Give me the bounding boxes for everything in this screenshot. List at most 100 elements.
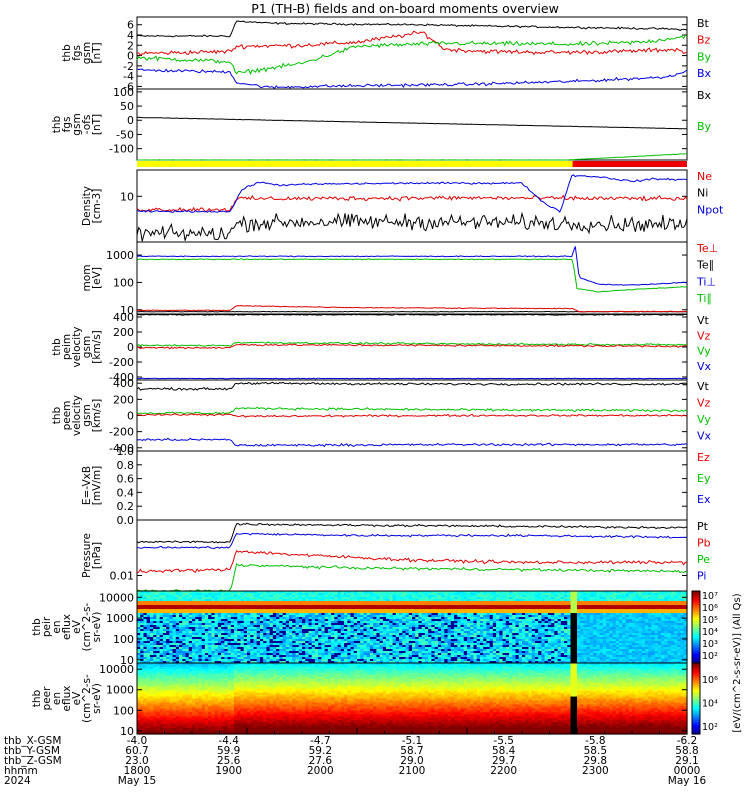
ylabel-line: thb — [51, 406, 63, 424]
ylabel-line: peer — [41, 686, 53, 711]
ylabel-line: thb — [31, 618, 43, 636]
ytick-label-peem: -400 — [109, 442, 134, 455]
legend-pressure: Pb — [697, 537, 711, 550]
ylabel-line: Density — [81, 186, 93, 226]
ytick-label-peim: 400 — [113, 311, 134, 324]
ylabel-line: [cm-3] — [91, 189, 103, 224]
ytick-label-peim: 0 — [127, 341, 134, 354]
colorbar-label: 10⁶ — [702, 675, 718, 686]
legend-fgs: By — [697, 50, 712, 63]
xaxis-row-label: hhmm — [4, 765, 38, 777]
legend-density: Npot — [697, 203, 724, 216]
ylabel-line: en — [51, 620, 63, 633]
ytick-label-peer: 1000 — [106, 684, 134, 697]
ytick-label-peir: 100 — [113, 633, 134, 646]
xaxis-tick-label: 29.7 — [492, 755, 515, 767]
ylabel-line: en — [51, 692, 63, 705]
series-density-Npot — [136, 174, 688, 213]
colorbar-1: 10⁶ 10⁴ 10² — [691, 662, 718, 735]
xaxis-tick-label: 58.4 — [492, 745, 516, 757]
xaxis-tick-label: 27.6 — [309, 755, 333, 767]
ylabel-line: gsm — [81, 336, 93, 358]
legend-pressure: Pe — [697, 553, 710, 566]
series-peim-Vt — [136, 313, 688, 316]
ytick-label-fgs: -6 — [123, 80, 134, 93]
ylabel-moments: mom[eV] — [81, 265, 103, 292]
panel-frame-moments — [136, 241, 688, 315]
ylabel-line: eflux — [61, 614, 73, 640]
colorbar-label: 10² — [702, 651, 718, 662]
colorbar-label: 10⁴ — [702, 698, 718, 709]
ylabel-line: thb — [31, 689, 43, 707]
ytick-label-peem: 0 — [127, 410, 134, 423]
ylabel-line: eV — [71, 691, 83, 705]
xaxis-tick-label: 2300 — [582, 765, 609, 777]
ytick-label-peir: 10000 — [99, 591, 134, 604]
xaxis-tick-label: -5.8 — [585, 735, 606, 747]
ytick-label-peer: 100 — [113, 704, 134, 717]
ylabel-line: thb — [61, 44, 73, 62]
series-fgs-Bx — [136, 68, 688, 90]
legend-moments: Te⊥ — [696, 242, 718, 255]
ylabel-line: gsm — [81, 42, 93, 64]
ylabel-line: [km/s] — [91, 399, 103, 433]
xaxis-tick-label: 59.9 — [217, 745, 240, 757]
ytick-label-efield: 0.2 — [117, 500, 135, 513]
ytick-label-fgs_ofs: -100 — [109, 143, 134, 156]
xaxis-row-label: thb_X-GSM — [4, 735, 61, 747]
panel-density: 10 Density[cm-3] Ne Ni Npot — [81, 169, 724, 243]
ylabel-line: [nPa] — [91, 542, 103, 569]
ytick-label-pressure: 0.01 — [110, 570, 135, 583]
ytick-label-peir: 1000 — [106, 612, 134, 625]
xaxis-tick-label: 29.1 — [675, 755, 698, 767]
ytick-label-efield: 1.0 — [117, 445, 135, 458]
colorbar-label: 10³ — [702, 639, 718, 650]
heatmap-peer — [137, 663, 688, 735]
series-fgs_ofs-By — [137, 153, 688, 161]
panel-frame-fgs_ofs — [136, 88, 688, 161]
ytick-label-density: 10 — [120, 190, 134, 203]
panel-pressure: 0.01 Pressure[nPa] Pt Pb Pe Pi — [81, 519, 711, 592]
xaxis-row-label: 2024 — [4, 775, 31, 787]
chart-title: P1 (TH-B) fields and on-board moments ov… — [251, 1, 559, 16]
ytick-label-efield: 0.8 — [117, 459, 135, 472]
ytick-label-peem: 200 — [113, 393, 134, 406]
ylabel-line: thb — [51, 338, 63, 356]
xaxis-tick-label: 25.6 — [217, 755, 241, 767]
series-moments-Ti∥ — [136, 258, 688, 293]
ylabel-density: Density[cm-3] — [81, 186, 103, 226]
colorbar-frame — [691, 662, 701, 735]
xaxis-tick-label: 2100 — [399, 765, 426, 777]
series-pressure-Pi — [136, 532, 688, 550]
ytick-label-fgs: -4 — [123, 70, 134, 83]
legend-efield: Ey — [697, 472, 711, 485]
ylabel-line: [nT] — [91, 42, 103, 63]
xaxis-row-label: thb_Y-GSM — [4, 745, 60, 757]
legend-peim: Vt — [697, 314, 710, 327]
xaxis-tick-label: 23.0 — [125, 755, 148, 767]
xaxis-tick-label: 0000 — [674, 765, 701, 777]
legend-moments: Ti∥ — [696, 292, 712, 305]
legend-density: Ni — [697, 187, 708, 200]
series-density-Ni — [136, 211, 688, 242]
xaxis-tick-label: -5.5 — [493, 735, 514, 747]
ytick-label-efield: 0.6 — [117, 473, 135, 486]
ylabel-line: (cm^2-s- — [81, 602, 93, 651]
ylabel-line: -ofs — [81, 115, 93, 135]
ylabel-line: peem — [61, 401, 73, 431]
xaxis-tick-label: -6.2 — [677, 735, 698, 747]
ylabel-line: E=-VxB — [81, 466, 93, 505]
ylabel-line: gsm — [81, 404, 93, 426]
series-fgs_ofs-Bx — [136, 116, 688, 130]
xaxis-tick-label: May 16 — [668, 775, 707, 787]
ytick-label-peer: 10 — [120, 725, 134, 738]
series-pressure-Pe — [136, 563, 688, 592]
ylabel-line: sr-eV) — [91, 683, 103, 714]
series-fgs-Bz — [137, 30, 688, 56]
ylabel-line: peim — [61, 334, 73, 360]
